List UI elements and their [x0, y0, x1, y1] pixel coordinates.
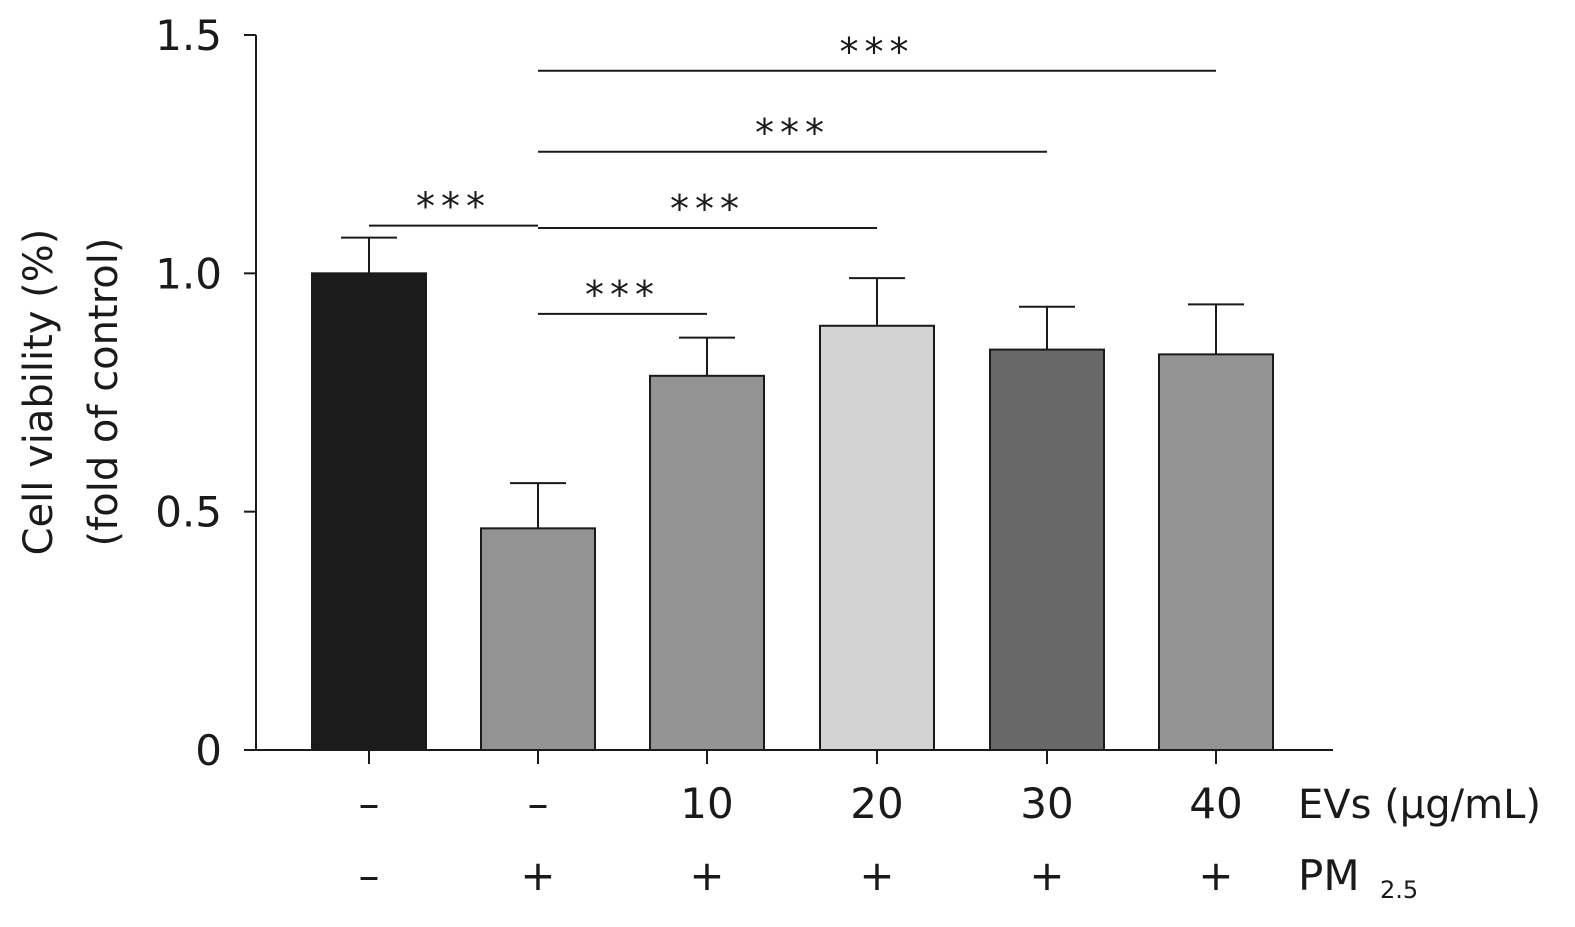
pm-treatment-label: – — [359, 851, 380, 900]
bar — [819, 324, 935, 751]
significance-stars: *** — [755, 111, 830, 155]
y-axis-label: Cell viability (%) (fold of control) — [16, 229, 127, 556]
significance-stars: *** — [416, 185, 491, 229]
y-axis-label-line2: (fold of control) — [81, 238, 127, 547]
bars — [311, 236, 1274, 751]
axes: 0 0.5 1.0 1.5 — [155, 11, 1333, 775]
ev-row-label: EVs (μg/mL) — [1298, 782, 1541, 828]
pm-treatment-label: + — [1029, 851, 1064, 900]
ev-dose-label: 30 — [1020, 779, 1073, 828]
x-condition-labels: – – – +10 +20 +30 +40 + EVs (μg/mL) PM 2.5 — [359, 779, 1541, 904]
bar — [649, 374, 765, 751]
pm-treatment-label: + — [689, 851, 724, 900]
ev-dose-label: 40 — [1189, 779, 1242, 828]
ev-dose-label: – — [359, 779, 380, 828]
bar — [1158, 353, 1274, 751]
y-tick-label: 0.5 — [155, 488, 222, 537]
bar — [480, 527, 596, 751]
bar — [311, 272, 427, 751]
significance-stars: *** — [670, 187, 745, 231]
y-axis-label-line1: Cell viability (%) — [16, 229, 62, 556]
y-tick-label: 0 — [195, 726, 222, 775]
significance-stars: *** — [840, 30, 915, 74]
pm-treatment-label: + — [859, 851, 894, 900]
ev-dose-label: 20 — [850, 779, 903, 828]
pm-treatment-label: + — [1198, 851, 1233, 900]
bar — [989, 348, 1105, 751]
pm-row-label: PM — [1298, 851, 1360, 900]
ev-dose-label: – — [528, 779, 549, 828]
significance-brackets: *************** — [369, 30, 1216, 317]
y-tick-label: 1.5 — [155, 11, 222, 60]
significance-stars: *** — [585, 273, 660, 317]
ev-dose-label: 10 — [680, 779, 733, 828]
pm-row-label-subscript: 2.5 — [1380, 876, 1418, 904]
y-tick-label: 1.0 — [155, 249, 222, 298]
pm-treatment-label: + — [520, 851, 555, 900]
